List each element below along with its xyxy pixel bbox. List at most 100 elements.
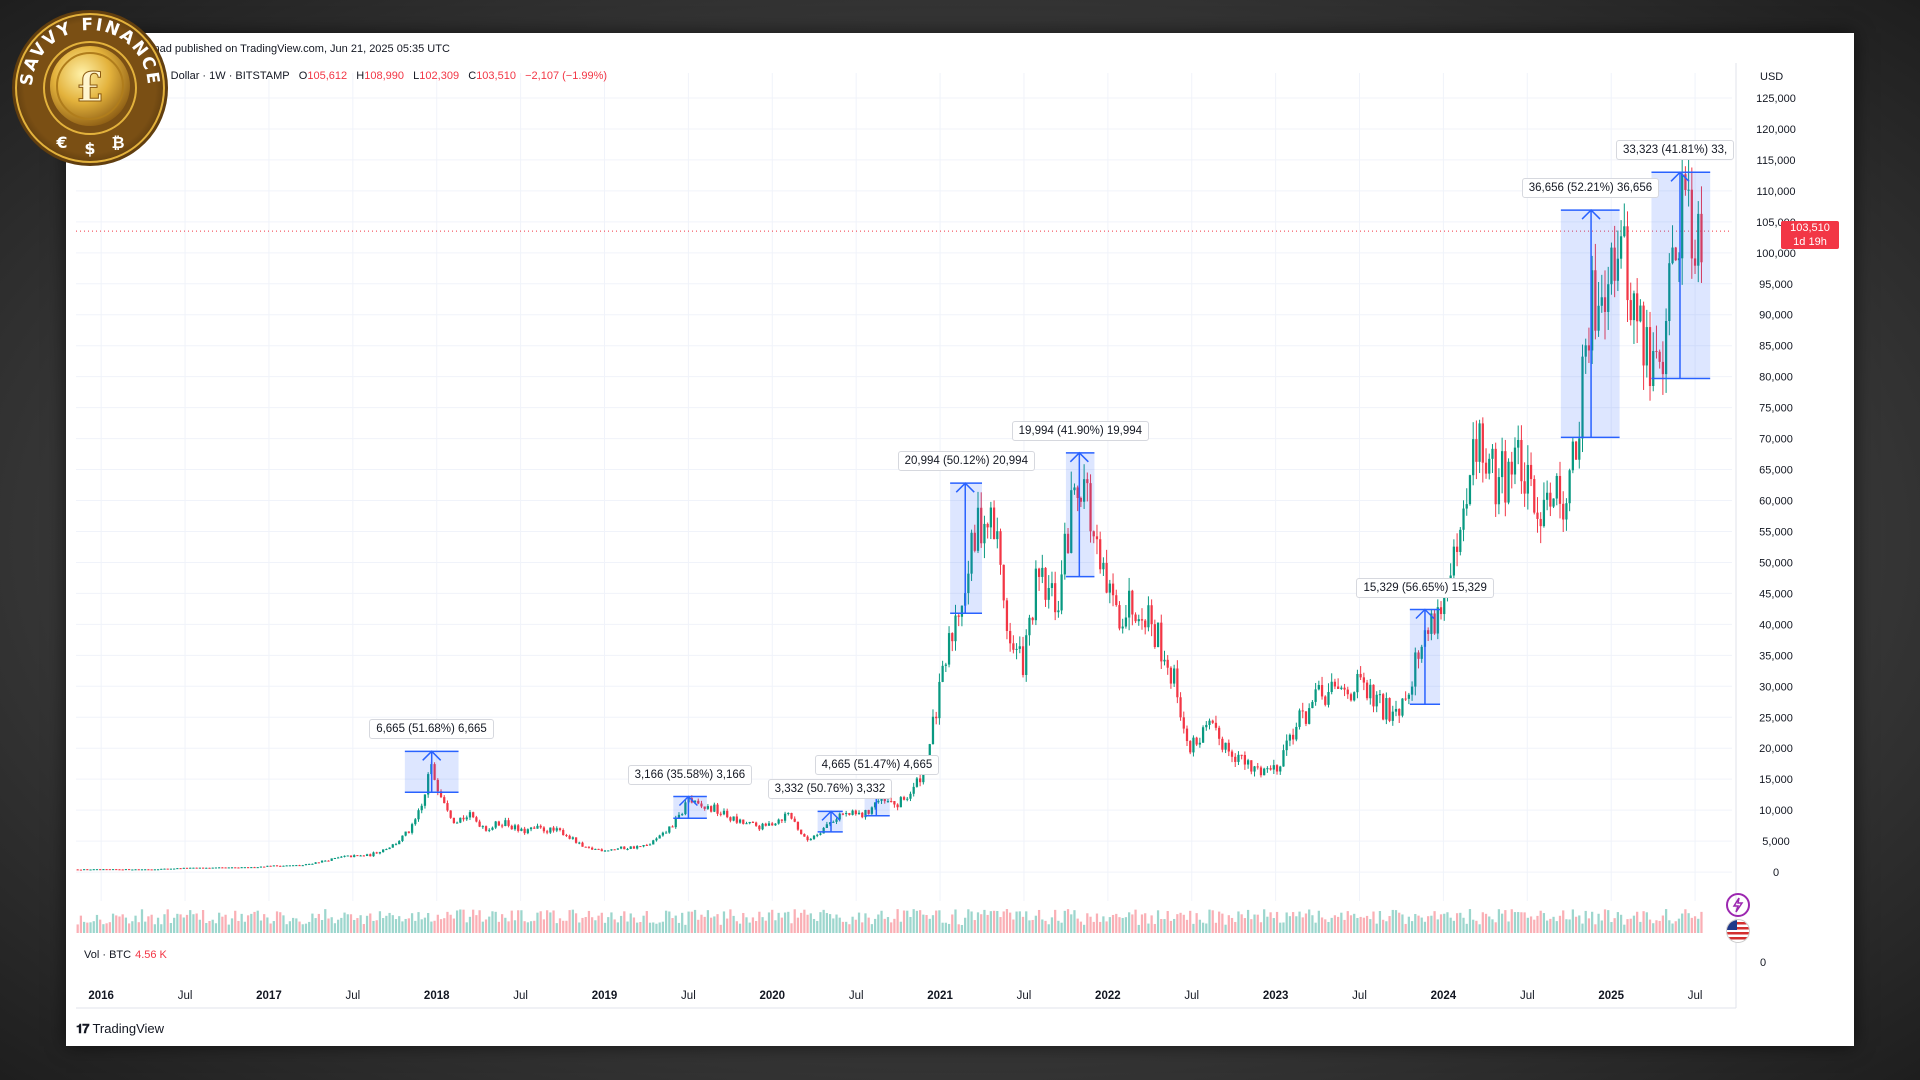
- candle: [1481, 417, 1484, 483]
- candle-body: [1510, 461, 1513, 475]
- volume-bar: [369, 913, 372, 933]
- candle-body: [1430, 613, 1433, 634]
- candle: [1674, 246, 1677, 262]
- range-measurement-label[interactable]: 36,656 (52.21%) 36,656: [1521, 178, 1660, 199]
- candle-body: [681, 814, 684, 816]
- volume-bar: [893, 918, 896, 933]
- volume-bar: [906, 910, 909, 933]
- volume-bar: [636, 922, 639, 933]
- candle: [1195, 736, 1198, 747]
- volume-bar: [1070, 914, 1073, 933]
- volume-bar: [1160, 918, 1163, 933]
- volume-bar: [427, 912, 430, 933]
- candle: [1684, 166, 1687, 196]
- candle-body: [1047, 587, 1050, 600]
- candle-body: [1230, 751, 1234, 757]
- candle-body: [893, 801, 896, 805]
- candle-body: [449, 810, 452, 818]
- candle-body: [92, 869, 95, 871]
- range-measurement-label[interactable]: 20,994 (50.12%) 20,994: [897, 451, 1035, 472]
- candle: [610, 849, 613, 851]
- volume-bar: [803, 909, 806, 933]
- candle-body: [578, 842, 581, 844]
- candle-body: [1684, 174, 1687, 191]
- us-flag-icon[interactable]: [1726, 919, 1750, 943]
- volume-bar: [452, 918, 456, 933]
- candle: [1504, 439, 1507, 517]
- candle: [218, 867, 221, 869]
- candle-body: [1671, 247, 1674, 264]
- candle-body: [484, 826, 488, 831]
- volume-bar: [1166, 911, 1169, 933]
- candle: [1343, 683, 1346, 697]
- candle: [359, 854, 362, 857]
- candle-body: [1552, 498, 1555, 507]
- candle: [311, 863, 314, 865]
- candle: [500, 823, 504, 829]
- candle: [1311, 700, 1314, 709]
- range-measurement-label[interactable]: 3,166 (35.58%) 3,166: [627, 764, 753, 785]
- candle: [726, 808, 729, 819]
- candle: [166, 868, 169, 870]
- candle-body: [1658, 351, 1661, 362]
- candle-body: [1558, 475, 1562, 504]
- high-value: 108,990: [364, 70, 404, 82]
- candle: [1597, 281, 1600, 337]
- volume-bar: [1182, 914, 1185, 933]
- candle: [1105, 549, 1108, 594]
- range-measurement-label[interactable]: 33,323 (41.81%) 33,: [1616, 140, 1735, 161]
- candle: [1144, 619, 1147, 635]
- volume-bar: [1645, 912, 1648, 933]
- volume-bar: [131, 921, 134, 933]
- volume-bar: [1349, 915, 1353, 933]
- candle-body: [1115, 595, 1118, 606]
- candle-body: [668, 826, 671, 833]
- candle-body: [288, 865, 292, 867]
- tradingview-logo[interactable]: 𝟏𝟕 TradingView: [76, 1021, 164, 1037]
- range-measurement-label[interactable]: 6,665 (51.68%) 6,665: [369, 719, 494, 740]
- volume-bar: [1629, 918, 1632, 933]
- candle: [356, 855, 359, 857]
- candle: [1015, 643, 1018, 660]
- volume-bar: [192, 914, 195, 933]
- candle: [1102, 557, 1105, 576]
- candle: [542, 826, 546, 834]
- candle-body: [1568, 470, 1571, 504]
- candle: [382, 849, 385, 853]
- y-tick-label: 110,000: [1757, 186, 1796, 198]
- range-measurement-label[interactable]: 3,332 (50.76%) 3,332: [767, 779, 893, 800]
- candle: [986, 522, 989, 539]
- volume-bar: [1677, 918, 1681, 933]
- candle-body: [327, 860, 330, 862]
- range-measurement-label[interactable]: 19,994 (41.90%) 19,994: [1011, 420, 1150, 441]
- candle: [1054, 571, 1057, 621]
- volume-bar: [491, 911, 494, 933]
- volume-bar: [1578, 915, 1581, 933]
- x-tick-label: 2019: [592, 990, 618, 1002]
- range-measurement-label[interactable]: 15,329 (56.65%) 15,329: [1356, 577, 1494, 598]
- candle-body: [1565, 503, 1568, 520]
- y-tick-label: 95,000: [1759, 279, 1793, 291]
- candle: [806, 835, 809, 842]
- volume-bar: [105, 923, 108, 933]
- candle: [246, 867, 250, 869]
- candle-body: [832, 821, 835, 823]
- candle-body: [1459, 529, 1462, 552]
- candle-body: [1285, 740, 1288, 751]
- candle-body: [1542, 499, 1546, 527]
- volume-bar: [147, 916, 150, 933]
- volume-bar: [732, 915, 735, 933]
- volume-layer: [76, 909, 1703, 933]
- candle-body: [1015, 648, 1018, 650]
- volume-bar: [915, 910, 919, 933]
- lightning-icon[interactable]: [1726, 893, 1750, 917]
- candle: [1176, 660, 1179, 704]
- candle-body: [581, 842, 584, 847]
- volume-bar: [1111, 914, 1115, 933]
- candle: [1639, 299, 1642, 323]
- volume-bar: [179, 914, 182, 933]
- range-measurement-label[interactable]: 4,665 (51.47%) 4,665: [814, 754, 940, 775]
- price-chart[interactable]: 125,000120,000115,000110,000105,000100,0…: [66, 33, 1854, 1046]
- candle-body: [1176, 668, 1179, 698]
- candle-body: [603, 850, 607, 852]
